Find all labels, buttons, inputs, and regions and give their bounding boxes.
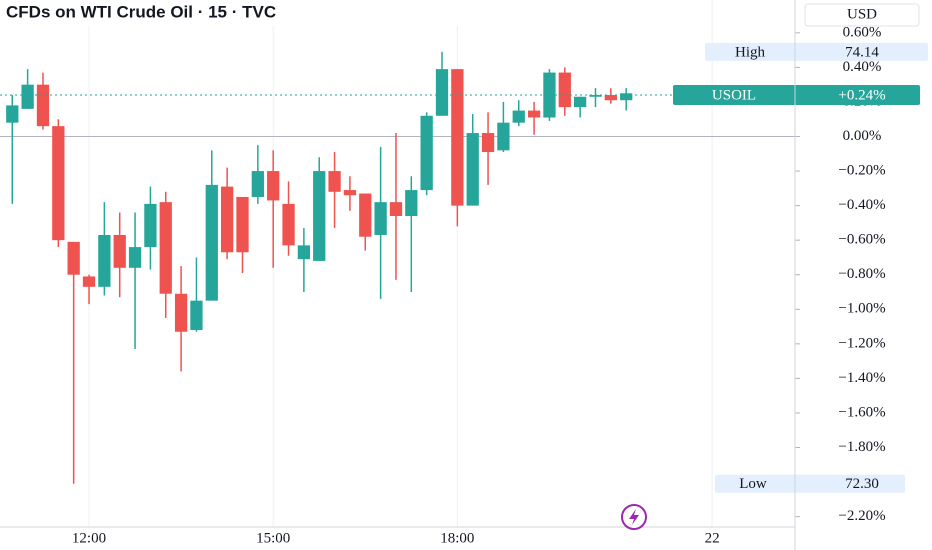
x-tick-label: 18:00 [440,530,474,546]
candle-body [282,203,295,246]
last-price-box [673,85,920,106]
candle-body [328,171,341,192]
candle-body [313,171,326,261]
x-tick-label: 12:00 [72,530,106,546]
y-tick-label: −1.00% [838,301,885,317]
candle-body [82,276,96,287]
candle-body [221,186,234,253]
last-price-name: USOIL [712,87,756,103]
x-tick-label: 22 [705,530,720,546]
extreme-box [705,42,928,61]
y-tick-label: −1.20% [838,335,885,351]
candle-body [128,247,142,268]
candle-body [67,241,80,275]
candle-body [159,202,172,294]
currency-box [804,3,920,27]
candle-body [297,245,311,260]
currency-label: USD [847,6,877,22]
plot [6,51,633,484]
candle-body [21,84,34,109]
extreme-price: 74.14 [845,44,879,60]
candle-body [52,126,65,241]
y-tick-label: −0.60% [838,232,885,248]
extreme-name: High [735,44,766,60]
grid: 12:0015:0018:00220.60%0.40%0.20%0.00%−0.… [0,0,886,546]
y-tick-label: −1.80% [838,439,885,455]
candle-body [405,190,418,216]
candle-body [236,196,249,253]
candle-body [481,133,495,153]
candle-body [343,190,357,196]
y-tick-label: 0.00% [843,128,882,144]
chart-title: CFDs on WTI Crude Oil · 15 · TVC [6,2,276,21]
y-tick-label: −0.20% [838,162,885,178]
candle-body [267,171,280,201]
candle-body [98,234,111,287]
candle-body [604,95,617,101]
replay-icon[interactable] [621,504,647,530]
x-tick-label: 15:00 [256,530,290,546]
candle-body [451,69,464,206]
candle-body [389,202,403,216]
icon-bolt[interactable] [629,509,639,525]
candle-body [374,202,387,235]
candle-body [435,69,449,116]
candle-body [497,122,510,151]
candle-body [420,115,433,191]
y-tick-label: −0.80% [838,266,885,282]
y-tick-label: −1.60% [838,404,885,420]
candle-body [205,184,218,301]
y-tick-label: −0.40% [838,197,885,213]
candle-body [359,193,372,237]
overlay: USOIL +0.24% High 74.14 Low 72.30 [0,42,928,493]
candle-body [36,84,50,127]
candle-body [144,203,157,248]
y-tick-label: 0.40% [843,59,882,75]
extreme-box [715,474,905,493]
candle-body [251,171,264,197]
candle-body [190,300,203,331]
candle-body [573,96,587,108]
candle-body [466,133,479,206]
title-backdrop [0,0,520,26]
candle-body [543,72,556,118]
y-tick-label: −2.20% [838,508,885,524]
candle-body [512,110,525,123]
candle-body [589,95,602,97]
last-price-label: +0.24% [838,87,885,103]
candle-body [113,234,126,268]
candle-body [558,72,571,108]
candle-body [620,93,633,101]
extreme-name: Low [739,476,767,492]
candle-body [6,105,19,123]
extreme-price: 72.30 [845,476,879,492]
candle-body [527,110,541,118]
y-tick-label: −1.40% [838,370,885,386]
candle-body [174,293,188,332]
y-tick-label: 0.60% [843,24,882,40]
